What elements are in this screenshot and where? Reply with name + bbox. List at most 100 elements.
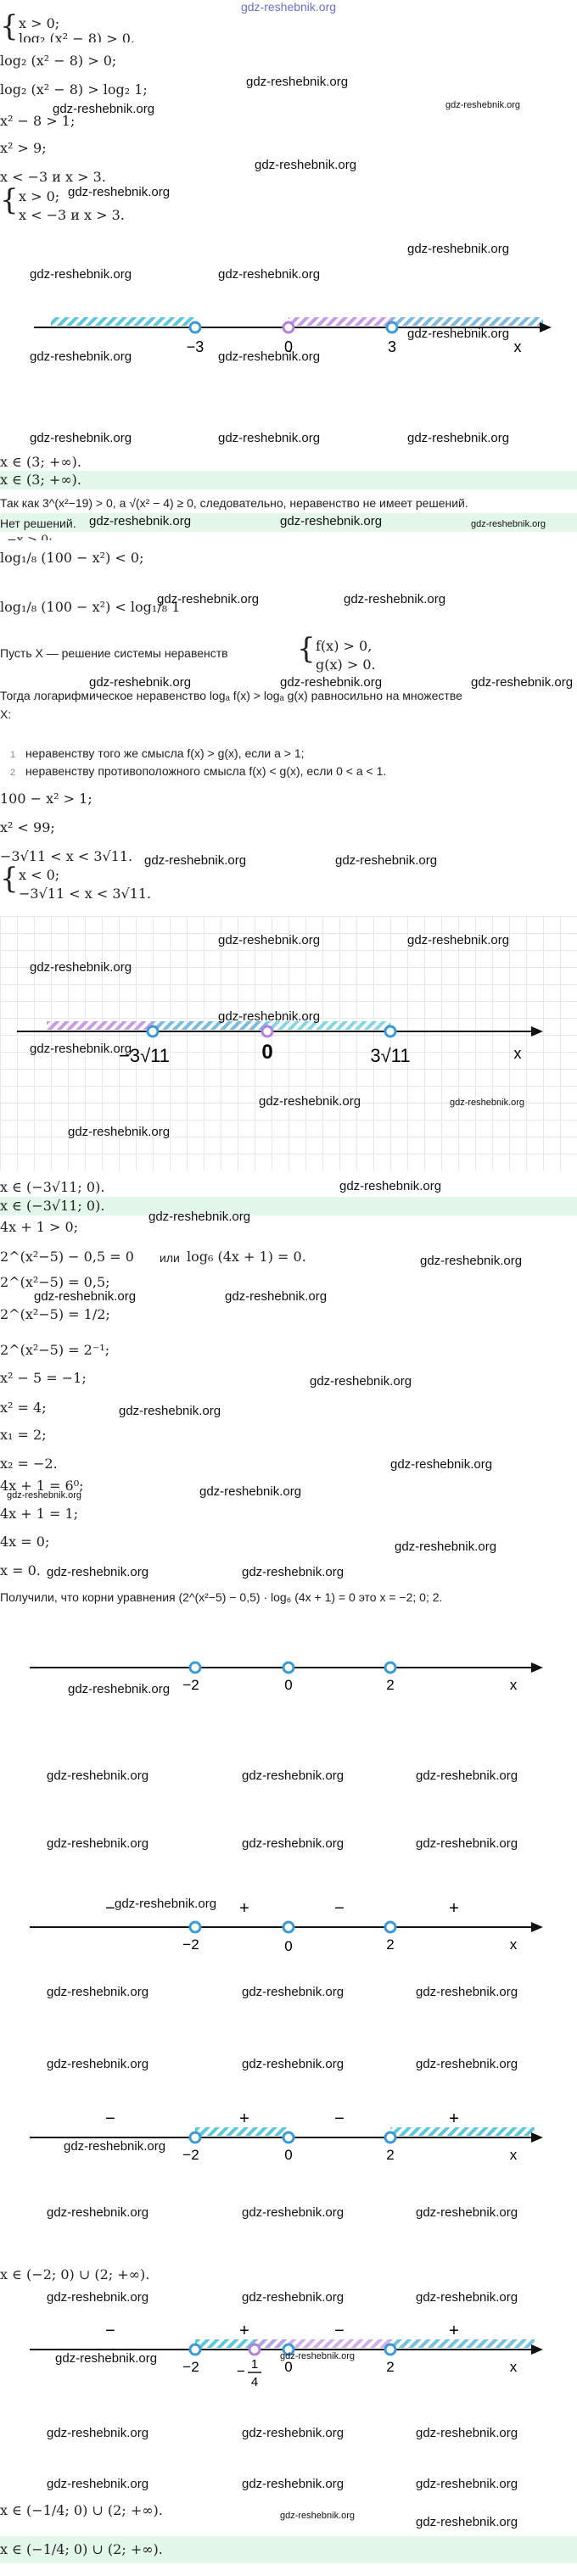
watermark: gdz-reshebnik.org (242, 1985, 345, 1999)
math-line: x > 0; (19, 15, 60, 31)
axis-var-label: x (510, 1677, 518, 1693)
open-point (282, 2131, 295, 2144)
watermark: gdz-reshebnik.org (199, 1484, 302, 1499)
sign-label: − (334, 1900, 345, 1918)
tick-label: 0 (284, 2359, 292, 2375)
axis-var-label: x (514, 1045, 522, 1062)
math-line: 4x + 1 = 1; (0, 1506, 79, 1522)
watermark: gdz-reshebnik.org (445, 100, 521, 110)
watermark: gdz-reshebnik.org (416, 2057, 518, 2071)
sign-label: + (239, 2112, 249, 2128)
watermark: gdz-reshebnik.org (242, 1836, 345, 1851)
tick-label: 0 (284, 1677, 292, 1693)
sign-label: + (239, 1900, 249, 1918)
watermark: gdz-reshebnik.org (47, 2057, 149, 2071)
watermark: gdz-reshebnik.org (280, 2511, 356, 2521)
axis-arrow (531, 1662, 543, 1673)
watermark: gdz-reshebnik.org (407, 242, 510, 256)
hatch-region (51, 317, 195, 326)
answer-line: Нет решений. (0, 517, 76, 530)
math-line: x < 0; (19, 867, 60, 883)
watermark: gdz-reshebnik.org (407, 431, 510, 445)
watermark: gdz-reshebnik.org (30, 431, 132, 445)
math-line: 4x + 1 = 6⁰; (0, 1478, 84, 1494)
tick-label: −3√11 (119, 1045, 170, 1066)
tick-label: 2 (386, 2359, 394, 2375)
watermark: gdz-reshebnik.org (30, 960, 132, 975)
tick-label: 0 (284, 338, 293, 355)
watermark: gdz-reshebnik.org (119, 1404, 221, 1418)
watermark: gdz-reshebnik.org (47, 1985, 149, 1999)
open-point (188, 2131, 202, 2144)
watermark: gdz-reshebnik.org (68, 185, 171, 199)
number-line-3: −2 0 2 x (30, 1661, 543, 1693)
tick-label: −2 (182, 1936, 199, 1953)
watermark: gdz-reshebnik.org (416, 2205, 518, 2220)
watermark: gdz-reshebnik.org (242, 2057, 345, 2071)
watermark: gdz-reshebnik.org (246, 75, 349, 89)
sign-label: − (105, 1900, 115, 1918)
hatch-region (195, 2339, 288, 2348)
number-line-2: −3√11 0 3√11 x (17, 1021, 543, 1066)
axis-var-label: x (510, 2359, 518, 2375)
sign-label: − (105, 2112, 115, 2128)
system-brace: { (0, 9, 19, 43)
watermark: gdz-reshebnik.org (218, 1009, 321, 1024)
hatch-region (390, 2127, 535, 2136)
math-line: log₂ (x² − 8) > log₂ 1; (0, 81, 148, 98)
tick-label: 0 (284, 1938, 292, 1954)
math-line: −3√11 < x < 3√11. (19, 886, 152, 902)
open-point (282, 1661, 295, 1674)
watermark: gdz-reshebnik.org (242, 1565, 345, 1579)
math-line: x₂ = −2. (0, 1456, 58, 1472)
axis-arrow (531, 2132, 543, 2143)
math-line: 4x = 0; (0, 1534, 50, 1550)
list-number: 2 (10, 768, 16, 778)
open-point (282, 2343, 295, 2356)
grid-background (0, 916, 577, 1171)
sign-label: − (105, 2324, 115, 2340)
math-line: x² < 99; (0, 819, 55, 835)
watermark: gdz-reshebnik.org (416, 2515, 518, 2529)
math-line: 2^(x²−5) = 0,5; (0, 1274, 110, 1290)
tick-label: 2 (386, 1936, 394, 1953)
tick-label: 0 (261, 1041, 272, 1064)
site-header[interactable]: gdz-reshebnik.org (240, 0, 337, 14)
watermark: gdz-reshebnik.org (30, 1042, 132, 1056)
watermark: gdz-reshebnik.org (47, 2290, 149, 2305)
watermark: gdz-reshebnik.org (64, 2139, 166, 2154)
math-line: 2^(x²−5) − 0,5 = 0 (0, 1249, 134, 1265)
math-line: −3√11 < x < 3√11. (0, 848, 133, 864)
watermark: gdz-reshebnik.org (47, 1565, 149, 1579)
watermark: gdz-reshebnik.org (148, 1210, 251, 1224)
watermark: gdz-reshebnik.org (395, 1539, 497, 1554)
watermark: gdz-reshebnik.org (47, 1769, 149, 1783)
tick-label: −3 (187, 338, 204, 355)
open-point (282, 321, 295, 334)
math-line: x² = 4; (0, 1400, 47, 1416)
math-line: x₁ = 2; (0, 1427, 47, 1443)
watermark: gdz-reshebnik.org (242, 2477, 345, 2491)
open-point (188, 2343, 202, 2356)
watermark: gdz-reshebnik.org (242, 2290, 345, 2305)
math-line: −x > 0; (7, 534, 53, 540)
math-line: log₁/₈ (100 − x²) < 0; (0, 550, 144, 566)
list-number: 1 (10, 750, 16, 760)
sign-label: + (239, 2324, 249, 2340)
math-line: x² − 8 > 1; (0, 113, 76, 129)
math-line: log₂ (x² − 8) > 0; (0, 53, 117, 69)
math-line: x = 0. (0, 1562, 41, 1579)
answer-line: x ∈ (−2; 0) ∪ (2; +∞). (0, 2266, 150, 2283)
watermark: gdz-reshebnik.org (218, 349, 321, 364)
watermark: gdz-reshebnik.org (416, 1985, 518, 1999)
system-brace: { (0, 862, 19, 896)
open-point (384, 1920, 397, 1934)
fraction-minus: − (237, 2363, 245, 2379)
watermark: gdz-reshebnik.org (34, 1289, 137, 1304)
watermark: gdz-reshebnik.org (7, 1490, 82, 1500)
fraction-denominator: 4 (251, 2375, 258, 2389)
watermark: gdz-reshebnik.org (30, 267, 132, 282)
answer-highlight (0, 2536, 577, 2563)
watermark: gdz-reshebnik.org (30, 349, 132, 364)
math-line: g(x) > 0. (316, 657, 376, 673)
